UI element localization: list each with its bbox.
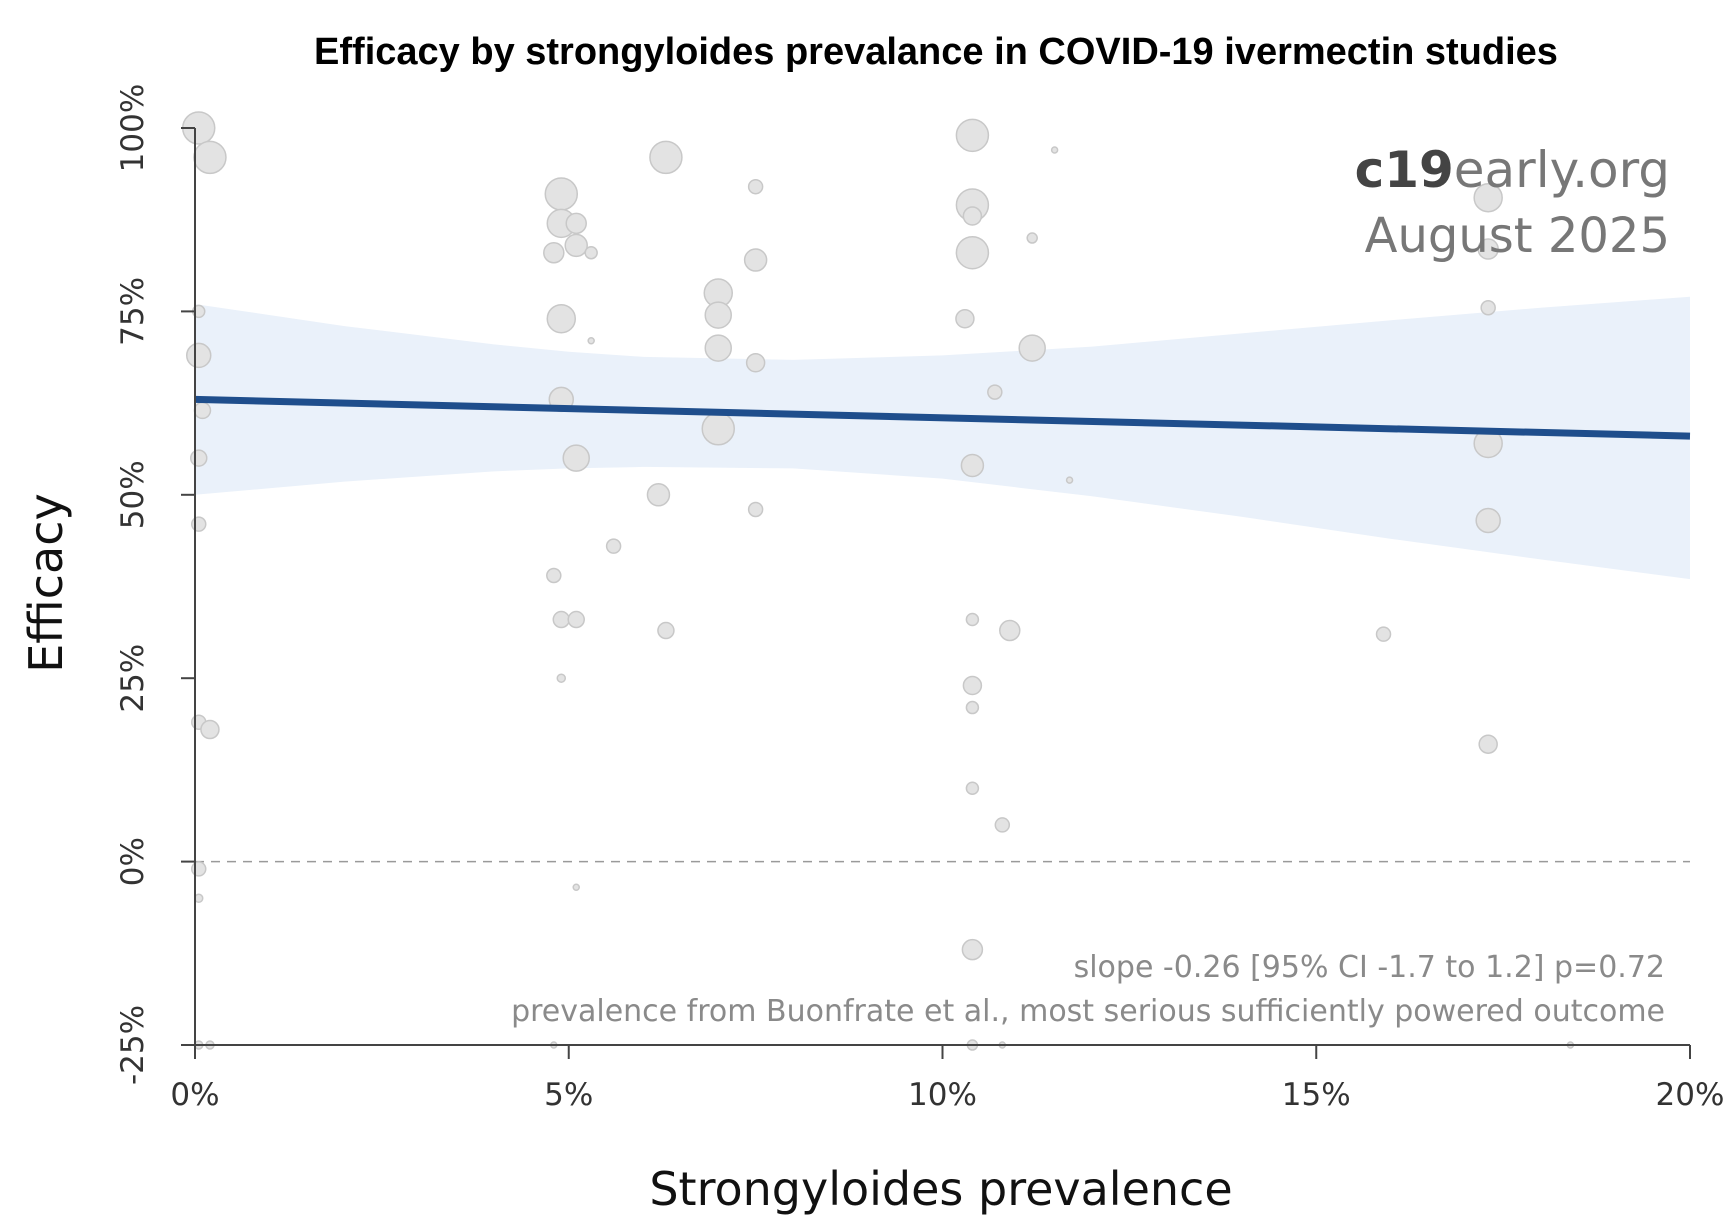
data-point [552, 610, 571, 629]
y-tick-label: 25% [115, 644, 151, 713]
data-point [1375, 626, 1392, 642]
slope-annotation: slope -0.26 [95% CI -1.7 to 1.2] p=0.72 [1074, 950, 1665, 985]
data-point [987, 384, 1003, 400]
x-tick-label: 10% [908, 1077, 977, 1113]
data-point [962, 206, 983, 226]
data-point [546, 303, 577, 334]
data-point [649, 140, 683, 175]
brand-rest: early [1454, 141, 1579, 199]
data-point [556, 673, 567, 683]
data-point [704, 301, 732, 329]
data-point [747, 501, 764, 518]
data-point [955, 235, 990, 270]
data-point [193, 401, 212, 420]
brand-suffix: .org [1572, 141, 1670, 199]
data-point [567, 610, 585, 629]
brand-bold: c19 [1355, 141, 1454, 199]
data-point [1050, 146, 1059, 154]
data-point [1480, 299, 1496, 316]
data-point [562, 444, 590, 472]
source-annotation: prevalence from Buonfrate et al., most s… [511, 994, 1665, 1029]
y-tick-label: 50% [115, 460, 151, 529]
x-tick-label: 20% [1656, 1077, 1725, 1113]
brand-date: August 2025 [1365, 208, 1670, 264]
data-point [747, 178, 764, 195]
data-point [701, 412, 735, 446]
data-point [190, 516, 207, 532]
axes: 0% 5% 10% 15% 20% -25% 0% 25% 50% 75% 100% [115, 84, 1724, 1113]
y-axis-ticks: -25% 0% 25% 50% 75% 100% [115, 84, 195, 1085]
data-point [1473, 182, 1503, 213]
data-point [965, 700, 980, 715]
data-point [965, 781, 980, 795]
y-tick-label: 75% [115, 277, 151, 346]
data-point [704, 334, 732, 362]
data-point [1018, 334, 1046, 362]
x-axis-label: Strongyloides prevalence [649, 1162, 1232, 1216]
x-tick-label: 15% [1282, 1077, 1351, 1113]
data-point [955, 118, 990, 153]
data-point [544, 177, 579, 211]
data-point [646, 483, 671, 507]
confidence-band [195, 296, 1690, 580]
data-point [1478, 734, 1498, 754]
data-point [1065, 476, 1074, 484]
brand-watermark: c19early.org August 2025 [1355, 141, 1670, 264]
data-point [190, 861, 207, 877]
brand-name: c19early.org [1355, 141, 1670, 199]
data-point [743, 248, 768, 272]
y-tick-label: -25% [115, 1005, 151, 1085]
data-point [657, 621, 675, 640]
x-tick-label: 5% [544, 1077, 593, 1113]
data-point [961, 938, 984, 961]
data-point [185, 342, 212, 369]
data-point [543, 241, 565, 264]
data-point [200, 719, 220, 740]
data-point [1026, 232, 1038, 244]
regression-line [194, 395, 1691, 440]
x-tick-label: 0% [170, 1077, 219, 1113]
data-point [1475, 507, 1501, 534]
data-point [745, 353, 766, 373]
chart-title: Efficacy by strongyloides prevalance in … [314, 31, 1558, 73]
y-tick-label: 0% [115, 837, 151, 886]
data-point [955, 308, 975, 329]
data-point [584, 245, 598, 260]
data-point [965, 612, 980, 627]
y-tick-label: 100% [115, 84, 151, 173]
data-point [572, 883, 580, 892]
data-point [564, 233, 588, 258]
data-point [962, 675, 983, 696]
data-point [605, 538, 622, 554]
data-point [999, 619, 1021, 642]
data-point [565, 212, 587, 235]
y-axis-label: Efficacy [19, 493, 73, 673]
data-point [546, 567, 562, 584]
data-point [960, 453, 985, 478]
x-axis-ticks: 0% 5% 10% 15% 20% [170, 1045, 1724, 1113]
data-point [1477, 238, 1499, 260]
data-point [587, 336, 595, 345]
data-point [193, 140, 227, 175]
data-point [189, 449, 208, 467]
data-point [994, 817, 1011, 833]
